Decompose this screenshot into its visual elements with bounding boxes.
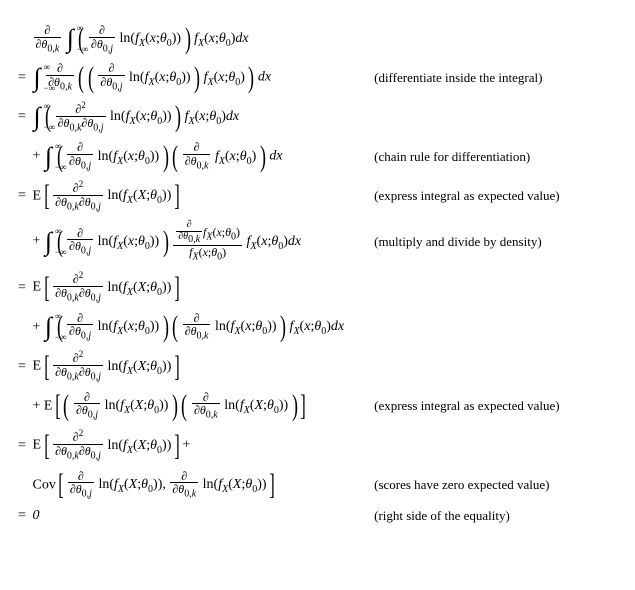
eq-lhs-10: = E [ ∂2∂θ0,k∂θ0,j ln(fX(X;θ0)) ] + (15, 425, 364, 465)
final-value: 0 (33, 508, 40, 523)
eq-lhs-9: + E [ ( ∂∂θ0,j ln(fX(X;θ0)) ) ( ∂∂θ0,k l… (15, 387, 364, 425)
eq-annotation-12: (right side of the equality) (364, 504, 560, 528)
eq-lhs-11: Cov [ ∂∂θ0,j ln(fX(X;θ0)), ∂∂θ0,k ln(fX(… (15, 466, 364, 504)
eq-lhs-5: + ∫∞−∞ ( ∂∂θ0,j ln(fX(x;θ0)) ) ∂∂θ0,kfX(… (15, 216, 364, 267)
eq-row-10: = E [ ∂2∂θ0,k∂θ0,j ln(fX(X;θ0)) ] + (15, 425, 560, 465)
eq-lhs-0: ∂∂θ0,k ∫∞−∞ ( ∂∂θ0,j ln(fX(x;θ0)) ) fX(x… (15, 20, 364, 58)
eq-row-0: ∂∂θ0,k ∫∞−∞ ( ∂∂θ0,j ln(fX(x;θ0)) ) fX(x… (15, 20, 560, 58)
eq-lhs-1: = ∫∞−∞ ∂∂θ0,k ( ( ∂∂θ0,j ln(fX(x;θ0)) ) … (15, 58, 364, 96)
eq-annotation-2 (364, 97, 560, 137)
eq-annotation-7 (364, 308, 560, 346)
eq-lhs-12: = 0 (15, 504, 364, 528)
eq-lhs-8: = E [ ∂2∂θ0,k∂θ0,j ln(fX(X;θ0)) ] (15, 346, 364, 386)
eq-row-4: = E [ ∂2∂θ0,k∂θ0,j ln(fX(X;θ0)) ] (expre… (15, 176, 560, 216)
eq-row-6: = E [ ∂2∂θ0,k∂θ0,j ln(fX(X;θ0)) ] (15, 267, 560, 307)
eq-row-5: + ∫∞−∞ ( ∂∂θ0,j ln(fX(x;θ0)) ) ∂∂θ0,kfX(… (15, 216, 560, 267)
eq-row-3: + ∫∞−∞ ( ∂∂θ0,j ln(fX(x;θ0)) ) ( ∂∂θ0,k … (15, 137, 560, 175)
eq-annotation-10 (364, 425, 560, 465)
eq-annotation-9: (express integral as expected value) (364, 387, 560, 425)
eq-annotation-5: (multiply and divide by density) (364, 216, 560, 267)
eq-row-8: = E [ ∂2∂θ0,k∂θ0,j ln(fX(X;θ0)) ] (15, 346, 560, 386)
derivation-block: ∂∂θ0,k ∫∞−∞ ( ∂∂θ0,j ln(fX(x;θ0)) ) fX(x… (15, 20, 560, 528)
eq-row-2: = ∫∞−∞ ( ∂2∂θ0,k∂θ0,j ln(fX(x;θ0)) ) fX(… (15, 97, 560, 137)
eq-row-12: = 0 (right side of the equality) (15, 504, 560, 528)
eq-annotation-0 (364, 20, 560, 58)
eq-row-11: Cov [ ∂∂θ0,j ln(fX(X;θ0)), ∂∂θ0,k ln(fX(… (15, 466, 560, 504)
eq-annotation-6 (364, 267, 560, 307)
eq-annotation-1: (differentiate inside the integral) (364, 58, 560, 96)
eq-lhs-4: = E [ ∂2∂θ0,k∂θ0,j ln(fX(X;θ0)) ] (15, 176, 364, 216)
eq-annotation-11: (scores have zero expected value) (364, 466, 560, 504)
eq-lhs-2: = ∫∞−∞ ( ∂2∂θ0,k∂θ0,j ln(fX(x;θ0)) ) fX(… (15, 97, 364, 137)
eq-annotation-8 (364, 346, 560, 386)
eq-row-9: + E [ ( ∂∂θ0,j ln(fX(X;θ0)) ) ( ∂∂θ0,k l… (15, 387, 560, 425)
eq-row-7: + ∫∞−∞ ( ∂∂θ0,j ln(fX(x;θ0)) ) ( ∂∂θ0,k … (15, 308, 560, 346)
eq-lhs-6: = E [ ∂2∂θ0,k∂θ0,j ln(fX(X;θ0)) ] (15, 267, 364, 307)
eq-annotation-3: (chain rule for differentiation) (364, 137, 560, 175)
eq-annotation-4: (express integral as expected value) (364, 176, 560, 216)
eq-lhs-7: + ∫∞−∞ ( ∂∂θ0,j ln(fX(x;θ0)) ) ( ∂∂θ0,k … (15, 308, 364, 346)
eq-lhs-3: + ∫∞−∞ ( ∂∂θ0,j ln(fX(x;θ0)) ) ( ∂∂θ0,k … (15, 137, 364, 175)
eq-row-1: = ∫∞−∞ ∂∂θ0,k ( ( ∂∂θ0,j ln(fX(x;θ0)) ) … (15, 58, 560, 96)
